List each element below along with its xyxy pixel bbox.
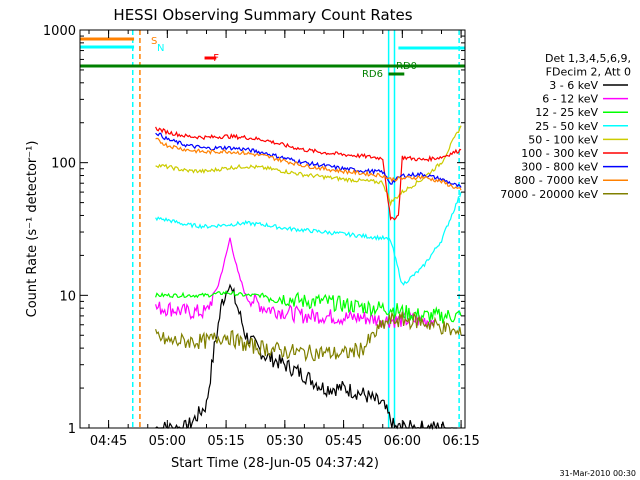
legend: Det 1,3,4,5,6,9,FDecim 2, Att 03 - 6 keV… [500, 52, 631, 201]
chart-title: HESSI Observing Summary Count Rates [113, 6, 412, 24]
y-axis-label: Count Rate (s⁻¹ detector⁻¹) [25, 141, 40, 318]
legend-label-1: 6 - 12 keV [542, 93, 598, 106]
x-tick-label: 06:15 [442, 434, 479, 449]
x-tick-label: 05:15 [207, 434, 244, 449]
legend-label-8: 7000 - 20000 keV [500, 188, 598, 201]
legend-label-4: 50 - 100 keV [528, 133, 598, 146]
y-tick-label: 1 [68, 422, 76, 437]
series-line-5 [155, 126, 462, 221]
series-line-1 [155, 237, 435, 329]
x-tick-label: 06:00 [384, 434, 421, 449]
legend-header-line: FDecim 2, Att 0 [546, 66, 631, 79]
legend-label-6: 300 - 800 keV [521, 161, 598, 174]
series-line-3 [155, 191, 462, 286]
legend-label-7: 800 - 7000 keV [514, 174, 598, 187]
x-tick-label: 04:45 [90, 434, 127, 449]
footer-timestamp: 31-Mar-2010 00:30 [560, 469, 637, 478]
x-tick-label: 05:45 [325, 434, 362, 449]
plot-frame [79, 29, 466, 429]
y-tick-label: 10 [59, 289, 76, 304]
x-axis-label: Start Time (28-Jun-05 04:37:42) [171, 456, 379, 471]
series-line-4 [155, 125, 462, 207]
flag-label-rd6: RD6 [362, 69, 383, 80]
y-tick-label: 100 [51, 157, 76, 172]
legend-label-2: 12 - 25 keV [535, 106, 598, 119]
legend-header-line: Det 1,3,4,5,6,9, [545, 52, 631, 65]
x-tick-label: 05:30 [266, 434, 303, 449]
y-tick-label: 1000 [43, 24, 76, 39]
flag-label-rd0: RD0 [396, 61, 417, 72]
flag-label-n: N [157, 43, 164, 54]
flag-label-f: F [213, 53, 219, 64]
series-line-6 [155, 132, 462, 188]
series-line-8 [155, 312, 462, 363]
series-line-7 [155, 137, 462, 191]
legend-label-3: 25 - 50 keV [535, 120, 598, 133]
axes: 1 10 100 1000 04:45 05:00 05:15 05:30 05:45 06:00… [43, 24, 480, 449]
x-tick-label: 05:00 [149, 434, 186, 449]
legend-label-0: 3 - 6 keV [549, 79, 598, 92]
series-line-2 [155, 290, 462, 324]
legend-label-5: 100 - 300 keV [521, 147, 598, 160]
flag-label-s: S [151, 36, 157, 47]
